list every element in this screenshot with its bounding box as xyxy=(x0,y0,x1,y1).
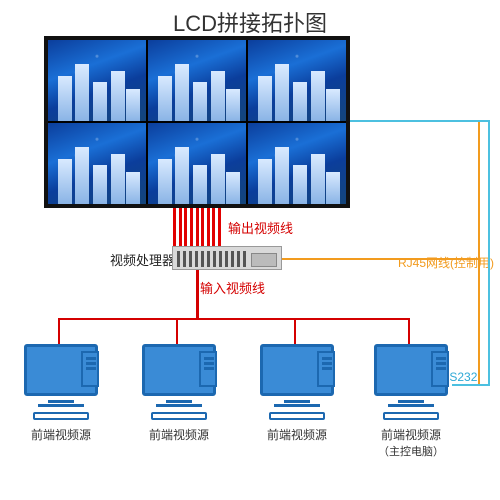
source-label: 前端视频源 xyxy=(254,426,340,443)
source-pc-4: 前端视频源 （主控电脑） xyxy=(368,344,454,459)
monitor-icon xyxy=(24,344,98,396)
monitor-icon xyxy=(374,344,448,396)
drop-1 xyxy=(58,318,60,344)
tower-icon xyxy=(317,351,335,387)
rj45-line xyxy=(282,258,392,260)
source-label: 前端视频源 xyxy=(368,426,454,443)
source-pc-3: 前端视频源 xyxy=(254,344,340,443)
source-label: 前端视频源 xyxy=(136,426,222,443)
monitor-icon xyxy=(260,344,334,396)
usb-line xyxy=(488,120,490,386)
keyboard-icon xyxy=(33,412,89,420)
keyboard-icon xyxy=(383,412,439,420)
processor-label: 视频处理器 xyxy=(110,250,175,269)
source-label: 前端视频源 xyxy=(18,426,104,443)
output-video-cables xyxy=(173,208,221,248)
distribution-bus xyxy=(58,318,410,320)
input-cable-label: 输入视频线 xyxy=(200,278,265,297)
tower-icon xyxy=(199,351,217,387)
drop-4 xyxy=(408,318,410,344)
source-sublabel: （主控电脑） xyxy=(368,443,454,459)
rj45-line xyxy=(478,120,480,386)
diagram-title: LCD拼接拓扑图 xyxy=(0,6,500,38)
rj45-label: RJ45网线(控制用) xyxy=(398,254,494,271)
monitor-icon xyxy=(142,344,216,396)
output-cable-label: 输出视频线 xyxy=(228,218,293,237)
keyboard-icon xyxy=(269,412,325,420)
keyboard-icon xyxy=(151,412,207,420)
drop-2 xyxy=(176,318,178,344)
topology-diagram: LCD拼接拓扑图 输出视频线 视频处理器 输入视频线 RJ45网线(控制用) U… xyxy=(0,0,500,500)
tower-icon xyxy=(81,351,99,387)
source-pc-1: 前端视频源 xyxy=(18,344,104,443)
source-pc-2: 前端视频源 xyxy=(136,344,222,443)
lcd-video-wall xyxy=(44,36,350,208)
usb-line xyxy=(350,120,490,122)
drop-3 xyxy=(294,318,296,344)
video-processor xyxy=(172,246,282,270)
tower-icon xyxy=(431,351,449,387)
input-video-cable xyxy=(196,270,199,318)
